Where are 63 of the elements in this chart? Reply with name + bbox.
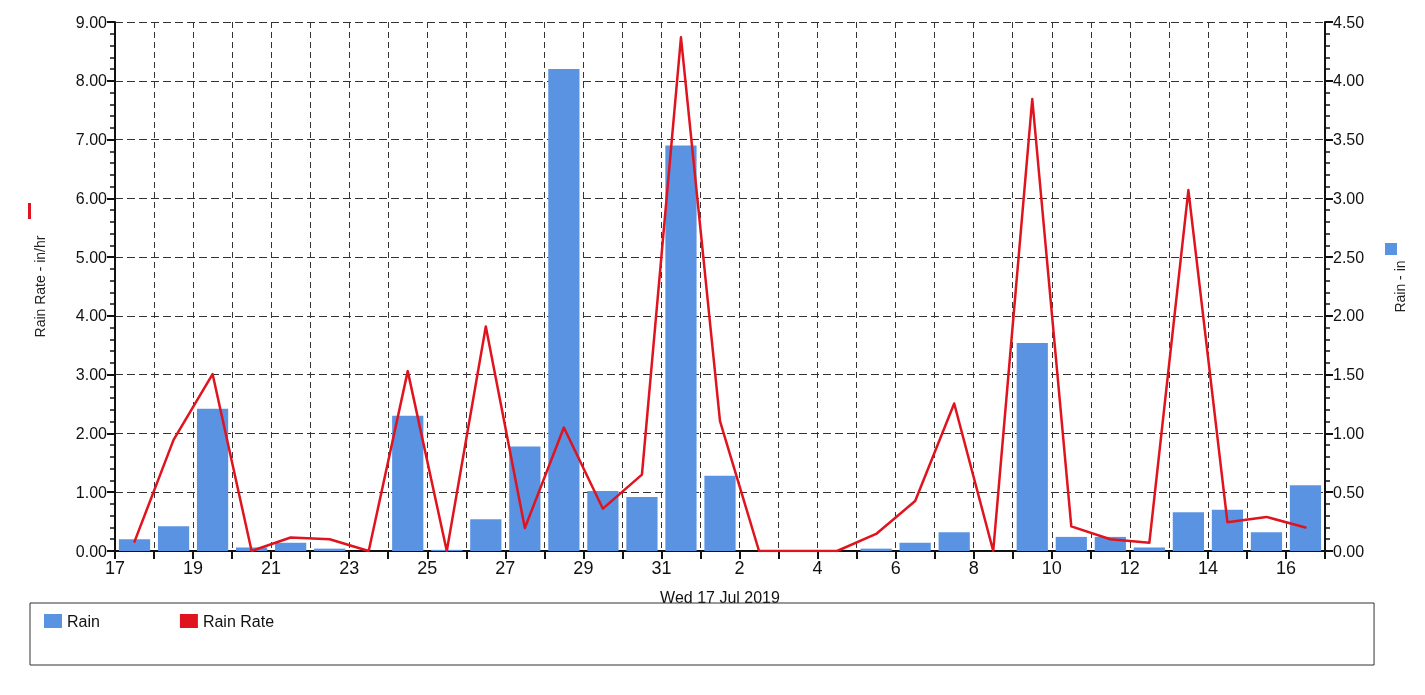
bar [157, 526, 190, 551]
x-tick-label: 16 [1275, 558, 1296, 578]
x-axis-title: Wed 17 Jul 2019 [660, 588, 780, 606]
y2-tick-label: 4.50 [1333, 13, 1365, 31]
y-tick-label: 8.00 [75, 72, 108, 90]
x-tick-label: 8 [968, 558, 979, 578]
y2-tick-label: 3.50 [1333, 131, 1365, 149]
bar [470, 519, 502, 551]
y2-axis-title: Rain - in [1392, 260, 1408, 313]
x-tick-label: 23 [339, 558, 360, 578]
bar [1250, 532, 1283, 551]
x-tick-label: 29 [573, 558, 594, 578]
bar [1172, 512, 1204, 551]
bar [118, 539, 151, 551]
bar [626, 496, 658, 551]
legend-label: Rain Rate [202, 612, 275, 630]
x-tick-label: 21 [261, 558, 282, 578]
bar [392, 415, 424, 551]
x-tick-label: 17 [104, 558, 126, 578]
bar [548, 69, 580, 551]
y2-tick-label: 4.00 [1333, 72, 1365, 90]
bar [704, 475, 736, 551]
y2-tick-label: 1.50 [1333, 366, 1365, 384]
bar [1289, 485, 1322, 551]
x-tick-label: 6 [890, 558, 901, 578]
x-tick-label: 25 [417, 558, 438, 578]
y2-tick-label: 1.00 [1333, 424, 1365, 442]
line-series [133, 36, 1307, 553]
bar [196, 408, 229, 551]
y-tick-label: 0.00 [75, 542, 108, 560]
x-tick-label: 31 [651, 558, 672, 578]
bar [938, 532, 970, 551]
y-axis-title: Rain Rate - in/hr [32, 235, 48, 338]
y2-tick-label: 0.50 [1333, 483, 1365, 501]
bar [587, 491, 619, 551]
y-tick-label: 5.00 [75, 248, 108, 266]
bar [1211, 509, 1244, 551]
x-tick-label: 14 [1197, 558, 1218, 578]
y2-tick-label: 0.00 [1333, 542, 1365, 560]
y2-tick-label: 2.50 [1333, 248, 1365, 266]
x-tick-label: 19 [183, 558, 204, 578]
x-tick-label: 27 [495, 558, 516, 578]
x-tick-label: 4 [812, 558, 823, 578]
bar [1055, 536, 1087, 551]
y2-tick-label: 2.00 [1333, 307, 1365, 325]
bar [1133, 547, 1165, 551]
bar [1016, 342, 1048, 551]
y2-tick-label: 3.00 [1333, 189, 1365, 207]
bar [275, 542, 307, 551]
y-tick-label: 7.00 [75, 131, 108, 149]
x-tick-label: 10 [1041, 558, 1062, 578]
y-tick-label: 3.00 [75, 366, 108, 384]
bar [665, 145, 697, 551]
y-tick-label: 4.00 [75, 307, 108, 325]
legend-label: Rain [67, 612, 100, 630]
x-tick-label: 12 [1119, 558, 1140, 578]
x-tick-label: 2 [734, 558, 745, 578]
y-tick-label: 2.00 [75, 424, 108, 442]
y-tick-label: 9.00 [75, 13, 108, 31]
bar [509, 446, 541, 551]
bar [899, 542, 931, 551]
y-tick-label: 6.00 [75, 189, 108, 207]
y-tick-label: 1.00 [75, 483, 108, 501]
